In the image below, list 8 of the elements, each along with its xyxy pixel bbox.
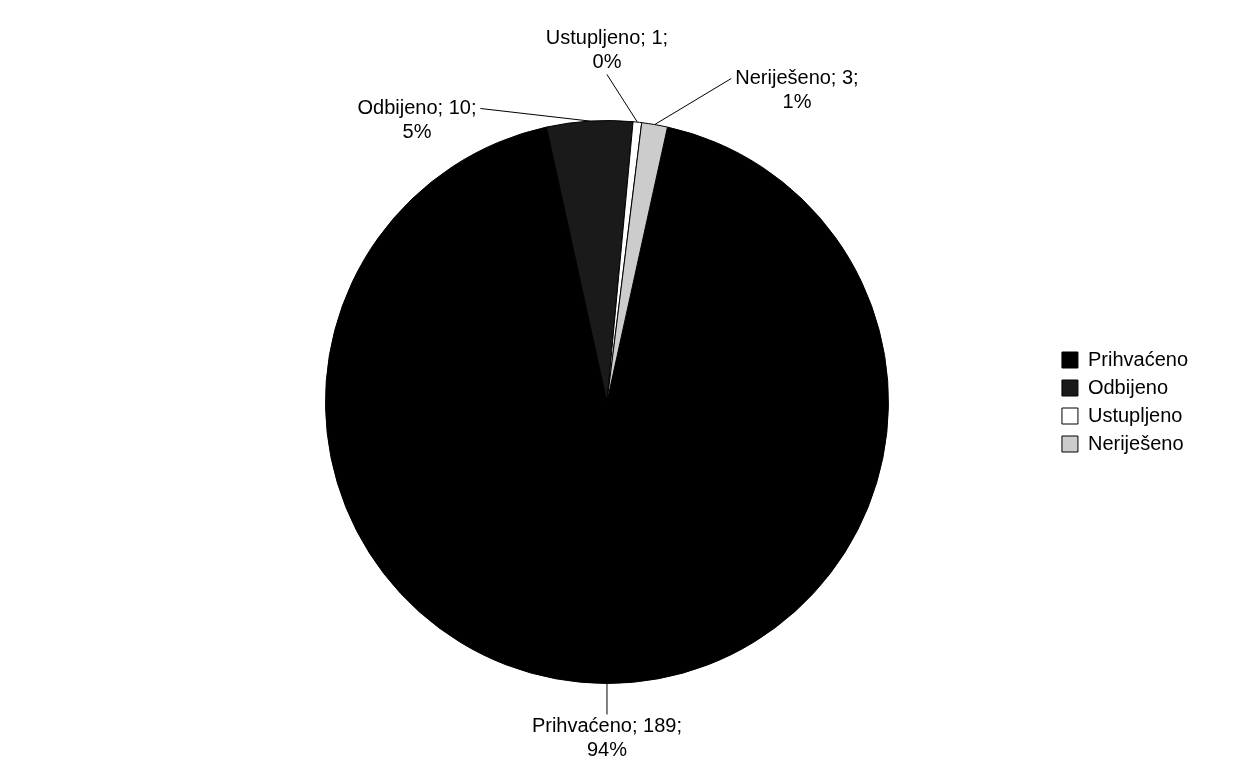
legend-label: Neriješeno xyxy=(1087,431,1184,454)
data-label: Odbijeno; 10; 5% xyxy=(357,96,477,143)
legend-label: Odbijeno xyxy=(1087,375,1168,398)
legend-label: Ustupljeno xyxy=(1087,403,1183,426)
data-label: Prihvaćeno; 189; 94% xyxy=(531,714,683,761)
data-label: Neriješeno; 3; 1% xyxy=(735,66,859,113)
data-label: Ustupljeno; 1; 0% xyxy=(545,26,669,73)
legend-label: Prihvaćeno xyxy=(1087,347,1188,370)
